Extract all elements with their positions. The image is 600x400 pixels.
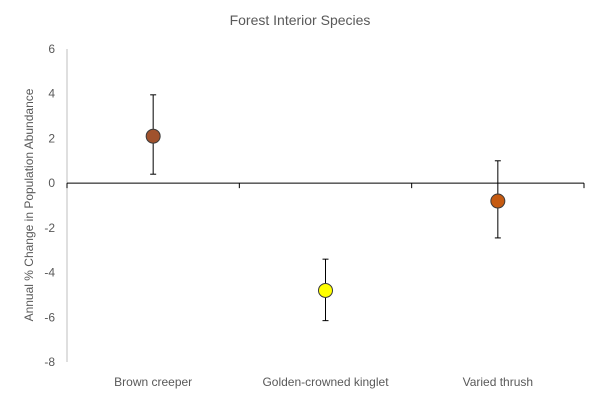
x-category-label: Varied thrush: [463, 375, 533, 389]
x-category-label: Golden-crowned kinglet: [262, 375, 389, 389]
x-axis: [66, 182, 585, 189]
y-tick-label: -6: [44, 310, 55, 324]
data-point-marker: [490, 193, 506, 209]
y-tick-label: 2: [48, 131, 55, 145]
y-tick-label: -2: [44, 221, 55, 235]
data-points: [145, 94, 506, 322]
x-labels: Brown creeper Golden-crowned kinglet Varie…: [114, 375, 533, 389]
y-tick-label: -4: [44, 266, 55, 280]
y-tick-label: 0: [48, 176, 55, 190]
data-point-marker: [145, 128, 161, 144]
y-tick-label: 4: [48, 87, 55, 101]
y-tick-label: -8: [44, 355, 55, 369]
data-point-marker: [318, 282, 333, 298]
y-tick-label: 6: [48, 42, 55, 56]
y-axis-label: Annual % Change in Population Abundance: [22, 88, 36, 321]
x-category-label: Brown creeper: [114, 375, 192, 389]
y-ticks: 6 4 2 0 -2 -4 -6 -8: [44, 42, 55, 369]
chart-title: Forest Interior Species: [230, 12, 371, 28]
